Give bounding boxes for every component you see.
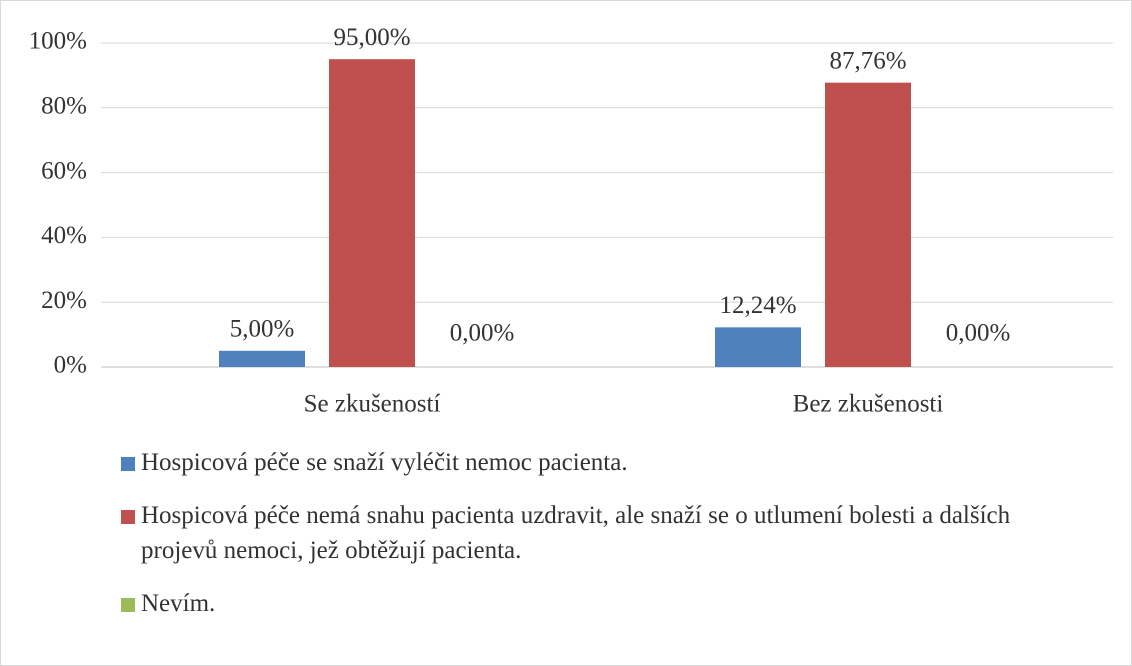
x-tick-label: Bez zkušenosti [793, 391, 944, 418]
value-label: 0,00% [946, 320, 1011, 347]
legend-swatch [121, 598, 135, 612]
bar [329, 59, 415, 367]
y-tick-label: 20% [41, 287, 87, 314]
value-label: 12,24% [719, 292, 796, 319]
value-label: 87,76% [829, 47, 906, 74]
legend-label: Hospicová péče se snaží vyléčit nemoc pa… [141, 449, 628, 476]
legend: Hospicová péče se snaží vyléčit nemoc pa… [121, 445, 1081, 639]
bar [715, 327, 801, 367]
legend-label: Nevím. [141, 590, 216, 617]
y-tick-label: 100% [29, 28, 87, 55]
legend-label: Hospicová péče nemá snahu pacienta uzdra… [141, 502, 1011, 564]
legend-swatch [121, 510, 135, 524]
y-tick-label: 80% [41, 93, 87, 120]
bar [219, 350, 305, 367]
y-tick-label: 60% [41, 157, 87, 184]
legend-swatch [121, 457, 135, 471]
value-label: 5,00% [230, 316, 295, 343]
value-label: 0,00% [450, 320, 515, 347]
legend-item: Nevím. [121, 586, 1081, 621]
chart: 0% 20% 40% 60% 80% 100% Se zkušeností 5,00% 95,0… [29, 24, 1113, 418]
y-tick-label: 40% [41, 222, 87, 249]
legend-item: Hospicová péče se snaží vyléčit nemoc pa… [121, 445, 1081, 480]
y-tick-label: 0% [54, 352, 87, 379]
bar [825, 82, 911, 368]
value-label: 95,00% [333, 24, 410, 51]
x-tick-label: Se zkušeností [304, 391, 441, 418]
legend-item: Hospicová péče nemá snahu pacienta uzdra… [121, 498, 1081, 568]
